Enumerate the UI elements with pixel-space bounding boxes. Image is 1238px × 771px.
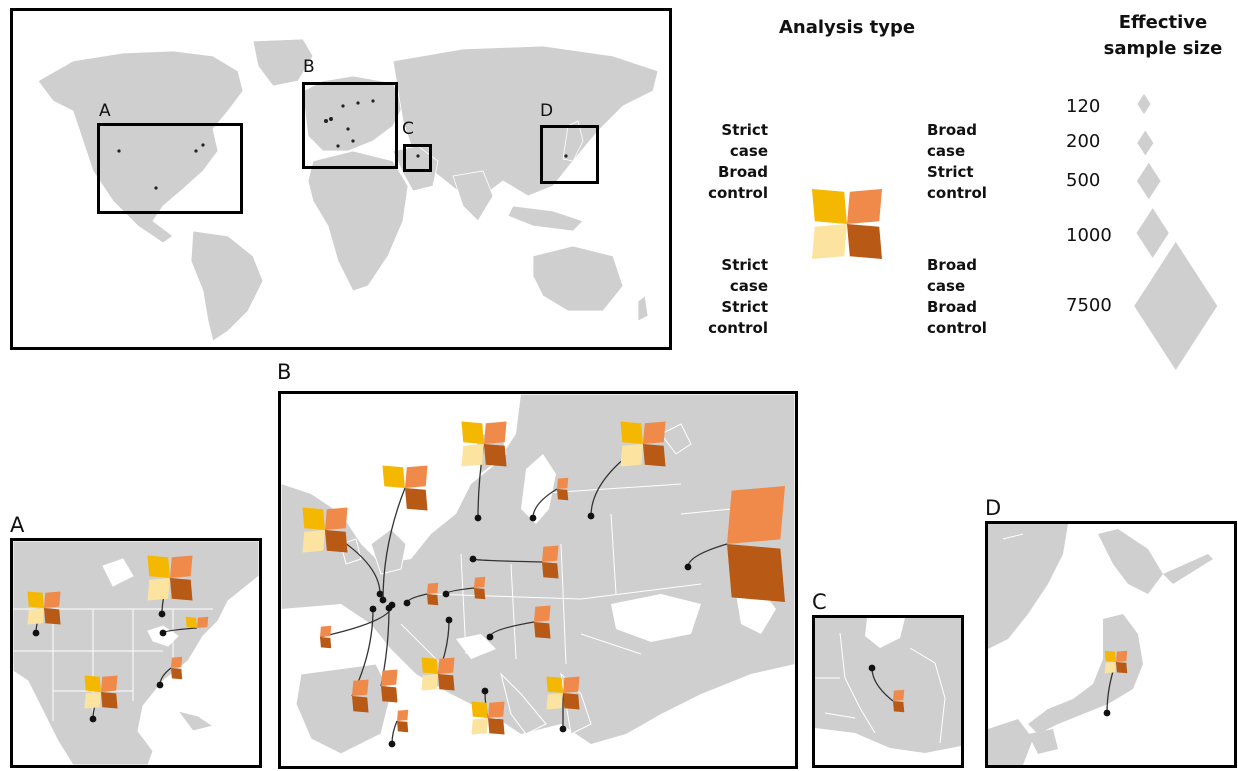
world-inset-c bbox=[403, 144, 432, 172]
panel-d-map bbox=[985, 521, 1237, 768]
world-inset-label-a: A bbox=[99, 101, 111, 121]
world-inset-a bbox=[97, 123, 243, 214]
legend-analysis-glyph-petal-scsc bbox=[811, 224, 847, 260]
world-inset-b bbox=[302, 82, 398, 169]
sample-size-diamond-7500 bbox=[1134, 241, 1218, 371]
sample-size-diamond-1000 bbox=[1136, 208, 1169, 258]
sample-size-label-200: 200 bbox=[1066, 131, 1101, 152]
legend-analysis-glyph bbox=[811, 188, 883, 260]
legend-label-top-left: Strict case Broad control bbox=[708, 121, 768, 202]
legend-label-bottom-right: Broad case Broad control bbox=[927, 256, 987, 337]
panel-c-map bbox=[812, 615, 964, 768]
world-inset-label-b: B bbox=[303, 57, 315, 77]
legend-analysis-glyph-petal-bcsc bbox=[847, 188, 883, 224]
world-inset-d bbox=[540, 125, 599, 184]
sample-size-title: Effective sample size bbox=[1103, 12, 1223, 59]
legend-analysis-glyph-petal-scbc bbox=[811, 188, 847, 224]
sample-size-diamond-120 bbox=[1137, 93, 1151, 115]
panel-a-map bbox=[10, 538, 262, 768]
world-inset-label-c: C bbox=[402, 119, 414, 139]
sample-size-label-7500: 7500 bbox=[1066, 295, 1112, 316]
panel-label-b: B bbox=[277, 360, 292, 384]
sample-size-label-500: 500 bbox=[1066, 170, 1101, 191]
legend-label-bottom-left: Strict case Strict control bbox=[708, 256, 768, 337]
sample-size-diamond-500 bbox=[1136, 162, 1161, 200]
panel-b-map bbox=[278, 391, 798, 769]
sample-size-diamond-200 bbox=[1137, 130, 1154, 156]
world-inset-label-d: D bbox=[540, 101, 554, 121]
panel-label-d: D bbox=[985, 496, 1002, 520]
panel-label-a: A bbox=[10, 513, 25, 537]
sample-size-label-120: 120 bbox=[1066, 96, 1101, 117]
world-map bbox=[37, 38, 659, 342]
sample-size-label-1000: 1000 bbox=[1066, 225, 1112, 246]
legend-label-top-right: Broad case Strict control bbox=[927, 121, 987, 202]
legend-analysis-glyph-petal-bcbc bbox=[847, 224, 883, 260]
world-map-panel: A B C D bbox=[10, 8, 672, 350]
panel-label-c: C bbox=[812, 590, 827, 614]
analysis-type-title: Analysis type bbox=[778, 17, 916, 38]
